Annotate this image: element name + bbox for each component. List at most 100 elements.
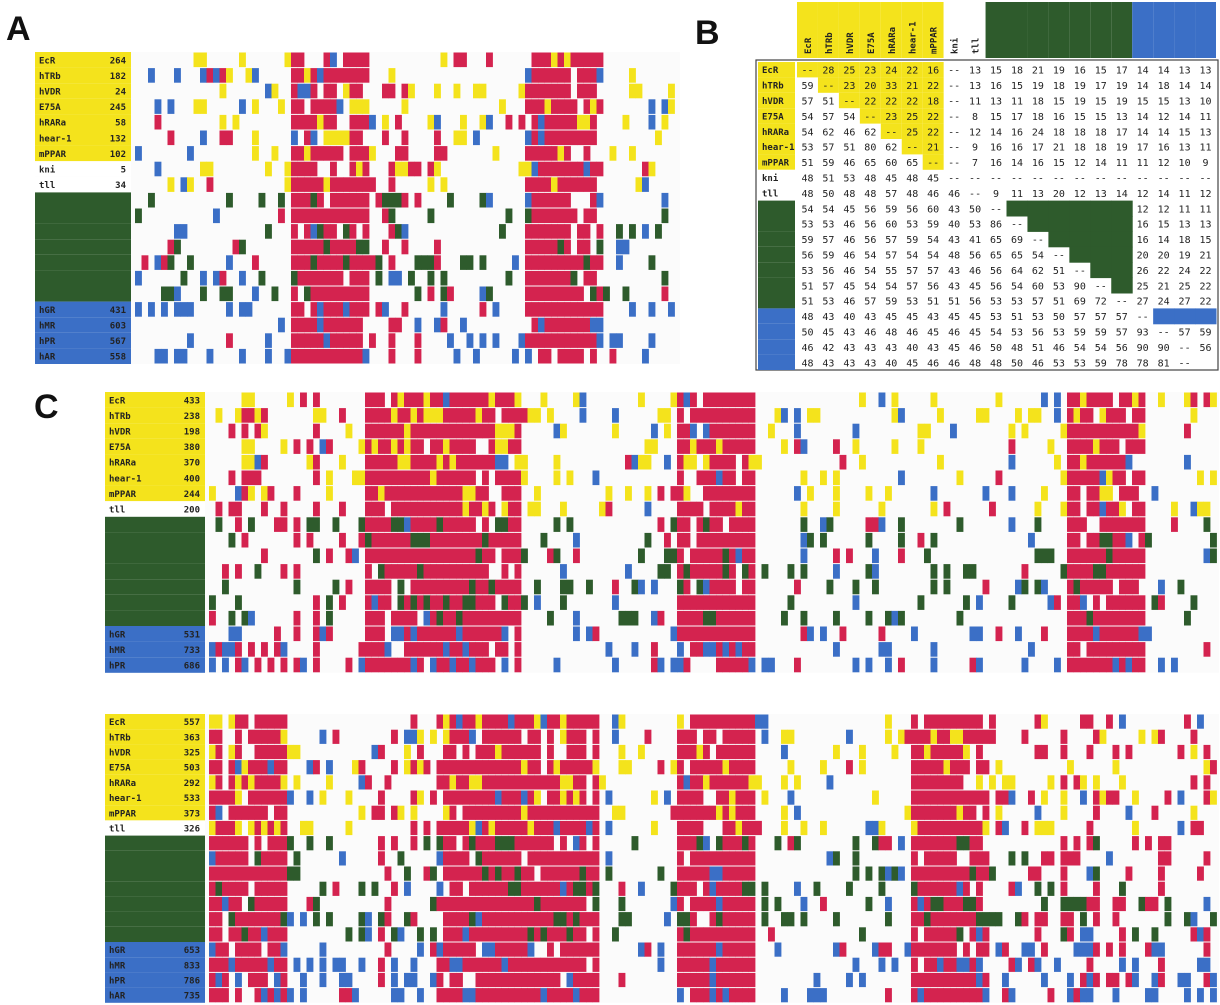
residue <box>450 973 457 987</box>
residue <box>638 745 645 759</box>
residue <box>476 715 483 729</box>
residue <box>1067 424 1074 439</box>
matrix-cell: 57 <box>1116 328 1128 339</box>
residue <box>545 240 552 255</box>
row-name: mPPAR <box>109 490 137 500</box>
residue <box>469 549 476 564</box>
residue <box>541 882 548 896</box>
matrix-cell: 59 <box>885 297 897 308</box>
residue <box>677 642 684 657</box>
residue <box>216 517 223 532</box>
residue <box>482 393 489 408</box>
residue <box>573 958 580 972</box>
residue <box>690 455 697 470</box>
residue <box>690 393 697 408</box>
residue <box>346 424 353 439</box>
residue <box>313 502 320 517</box>
residue <box>716 455 723 470</box>
residue <box>571 271 578 286</box>
matrix-cell: 16 <box>1074 66 1086 77</box>
residue <box>298 333 305 348</box>
residue <box>538 271 545 286</box>
residue <box>651 439 658 454</box>
residue <box>697 627 704 642</box>
residue <box>629 68 636 83</box>
residue <box>229 867 236 881</box>
residue <box>649 162 656 177</box>
residue <box>274 836 281 850</box>
residue <box>1080 988 1087 1002</box>
matrix-cell: 54 <box>864 251 876 262</box>
residue <box>554 897 561 911</box>
residue <box>636 177 643 192</box>
row-name: hPR <box>109 977 126 987</box>
residue <box>931 851 938 865</box>
residue <box>222 943 229 957</box>
residue <box>521 882 528 896</box>
residue <box>632 642 639 657</box>
residue <box>430 393 437 408</box>
residue <box>229 745 236 759</box>
residue <box>1171 517 1178 532</box>
residue <box>554 517 561 532</box>
residue <box>1087 958 1094 972</box>
residue <box>976 595 983 610</box>
residue <box>350 162 357 177</box>
residue <box>703 927 710 941</box>
residue <box>742 791 749 805</box>
residue <box>794 408 801 423</box>
residue <box>441 302 448 317</box>
residue <box>580 958 587 972</box>
residue <box>337 287 344 302</box>
residue <box>255 760 262 774</box>
residue <box>469 912 476 926</box>
residue <box>346 927 353 941</box>
matrix-cell: 48 <box>801 358 813 369</box>
residue <box>450 775 457 789</box>
residue <box>343 68 350 83</box>
residue <box>482 424 489 439</box>
residue <box>554 455 561 470</box>
residue <box>534 580 541 595</box>
residue <box>879 517 886 532</box>
residue <box>235 897 242 911</box>
residue <box>454 84 461 99</box>
residue <box>1074 627 1081 642</box>
residue <box>398 806 405 820</box>
residue <box>482 549 489 564</box>
residue <box>918 439 925 454</box>
residue <box>820 627 827 642</box>
residue <box>558 318 565 333</box>
residue <box>924 806 931 820</box>
residue <box>404 642 411 657</box>
residue <box>411 393 418 408</box>
residue <box>372 517 379 532</box>
residue <box>242 393 249 408</box>
residue <box>372 393 379 408</box>
residue <box>502 745 509 759</box>
matrix-cell: 22 <box>927 81 939 92</box>
residue <box>411 791 418 805</box>
residue <box>950 821 957 835</box>
residue <box>1158 393 1165 408</box>
matrix-cell: -- <box>1032 235 1044 246</box>
residue <box>729 517 736 532</box>
residue <box>606 642 613 657</box>
matrix-cell: 18 <box>1074 143 1086 154</box>
residue <box>684 943 691 957</box>
residue <box>261 927 268 941</box>
residue <box>1035 882 1042 896</box>
residue <box>937 791 944 805</box>
residue <box>924 549 931 564</box>
residue <box>495 642 502 657</box>
residue <box>970 564 977 579</box>
residue <box>229 912 236 926</box>
residue <box>1054 658 1061 673</box>
residue <box>1139 533 1146 548</box>
residue <box>1119 455 1126 470</box>
residue <box>330 333 337 348</box>
residue <box>434 84 441 99</box>
residue <box>944 943 951 957</box>
matrix-cell: 18 <box>1074 127 1086 138</box>
residue <box>1145 943 1152 957</box>
